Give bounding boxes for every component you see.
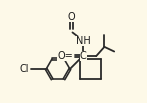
Text: NH: NH [76,36,91,46]
Text: O: O [68,12,75,22]
Text: Cl: Cl [19,64,29,74]
Text: O=: O= [57,51,73,61]
Text: C: C [80,51,87,61]
